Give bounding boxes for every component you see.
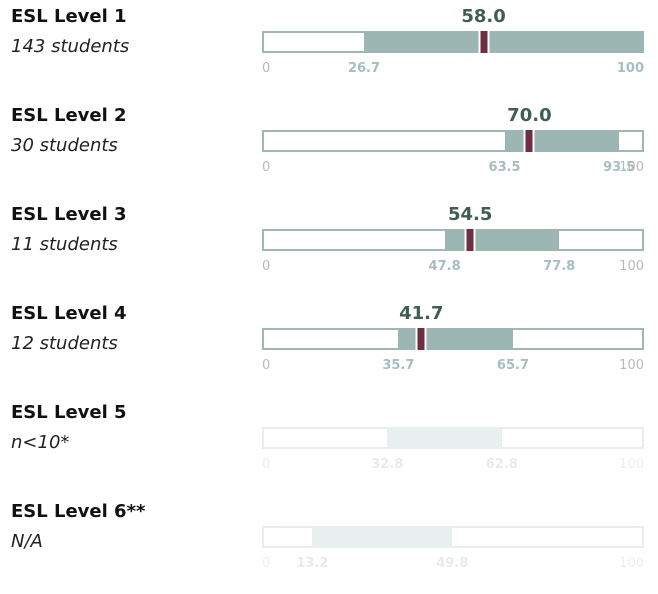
student-count-label: 30 students <box>11 135 118 156</box>
chart-row: ESL Level 5 n<10* 0 32.8 62.8 100 <box>0 396 658 495</box>
bar-track <box>262 229 644 251</box>
score-marker <box>415 328 427 350</box>
tick-min-label: 0 <box>262 556 271 571</box>
chart-row: ESL Level 4 12 students 41.7 0 35.7 65.7 100 <box>0 297 658 396</box>
bar-track <box>262 526 644 548</box>
range-low-label: 13.2 <box>296 556 329 571</box>
level-label: ESL Level 1 <box>11 6 127 27</box>
student-count-label: N/A <box>11 531 43 552</box>
bar-track <box>262 427 644 449</box>
range-bar <box>387 427 502 449</box>
tick-min-label: 0 <box>262 457 271 472</box>
range-bar <box>312 526 453 548</box>
range-high-label: 62.8 <box>485 457 518 472</box>
range-low-label: 26.7 <box>347 61 381 76</box>
range-low-label: 35.7 <box>382 358 415 373</box>
range-low-label: 63.5 <box>488 160 521 175</box>
score-marker <box>478 31 490 53</box>
tick-max-label: 100 <box>619 259 644 274</box>
chart-row: ESL Level 3 11 students 54.5 0 47.8 77.8 100 <box>0 198 658 297</box>
tick-min-label: 0 <box>262 358 271 373</box>
range-high-label: 65.7 <box>496 358 530 373</box>
score-label: 54.5 <box>447 204 493 225</box>
student-count-label: 11 students <box>11 234 118 255</box>
range-high-label: 100 <box>616 61 644 76</box>
chart-row: ESL Level 6** N/A 0 13.2 49.8 100 <box>0 495 658 594</box>
range-high-label: 77.8 <box>543 259 576 274</box>
score-marker <box>523 130 535 152</box>
range-low-label: 47.8 <box>428 259 461 274</box>
tick-min-label: 0 <box>262 259 271 274</box>
tick-max-label: 100 <box>619 358 644 373</box>
level-label: ESL Level 4 <box>11 303 127 324</box>
range-high-label: 93.5 <box>603 160 636 175</box>
chart-row: ESL Level 1 143 students 58.0 0 26.7 100 <box>0 0 658 99</box>
range-bar <box>504 130 620 152</box>
range-bar <box>363 31 644 53</box>
score-label: 41.7 <box>399 303 444 324</box>
tick-max-label: 100 <box>619 556 644 571</box>
score-label: 58.0 <box>461 6 506 27</box>
tick-max-label: 100 <box>619 160 644 175</box>
range-bar <box>398 328 513 350</box>
level-label: ESL Level 6** <box>11 501 146 522</box>
level-label: ESL Level 2 <box>11 105 127 126</box>
bar-track <box>262 328 644 350</box>
bar-track <box>262 31 644 53</box>
tick-max-label: 100 <box>619 457 644 472</box>
level-label: ESL Level 5 <box>11 402 127 423</box>
range-high-label: 49.8 <box>436 556 469 571</box>
score-label: 70.0 <box>507 105 552 126</box>
student-count-label: n<10* <box>11 432 70 453</box>
tick-min-label: 0 <box>262 160 271 175</box>
level-label: ESL Level 3 <box>11 204 127 225</box>
range-low-label: 32.8 <box>371 457 404 472</box>
bar-track <box>262 130 644 152</box>
student-count-label: 143 students <box>11 36 130 57</box>
tick-min-label: 0 <box>262 61 271 76</box>
range-bar <box>444 229 560 251</box>
chart-row: ESL Level 2 30 students 70.0 0 63.5 93.5 100 <box>0 99 658 198</box>
score-marker <box>464 229 476 251</box>
student-count-label: 12 students <box>11 333 118 354</box>
